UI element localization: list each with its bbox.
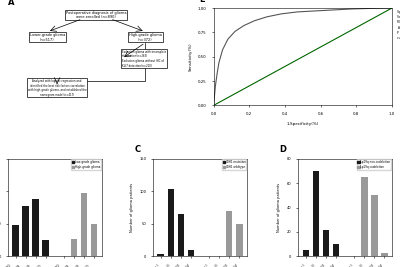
Bar — [71, 239, 77, 256]
Bar — [323, 230, 329, 256]
Bar — [168, 190, 174, 256]
Bar — [32, 199, 39, 256]
Bar — [302, 250, 309, 256]
Legend: 1p19q non-codeletion, 1p19q codeletion: 1p19q non-codeletion, 1p19q codeletion — [356, 159, 392, 170]
Text: Specificity= 72%
Sensitivity= 86.5%
ROC= 0.86
Yoden index 0.585
P < 0.001
cut-of: Specificity= 72% Sensitivity= 86.5% ROC=… — [397, 10, 400, 40]
Text: D: D — [280, 145, 287, 154]
Bar — [236, 224, 242, 256]
Text: A: A — [8, 0, 14, 7]
Text: Postoperative diagnosis of glioma
were enrolled (n=890): Postoperative diagnosis of glioma were e… — [66, 10, 126, 19]
Bar — [361, 177, 368, 256]
Text: High-grade glioma
(n=372): High-grade glioma (n=372) — [129, 33, 162, 42]
Text: Analyzed with logistic regression and
identified the best risk factors correlati: Analyzed with logistic regression and id… — [28, 79, 86, 97]
Bar — [22, 206, 29, 256]
Bar — [313, 171, 319, 256]
Bar — [371, 195, 378, 256]
Text: C: C — [134, 145, 140, 154]
Bar — [178, 214, 184, 256]
Bar — [333, 244, 339, 256]
Bar — [91, 224, 98, 256]
Bar — [381, 253, 388, 256]
X-axis label: 1-Specificity(%): 1-Specificity(%) — [287, 122, 319, 126]
Text: Lower-grade glioma
(n=517): Lower-grade glioma (n=517) — [30, 33, 65, 42]
Text: Exclusion glioma with incomplete
information(n=263)
Exclusion glioma without IHC: Exclusion glioma with incomplete informa… — [122, 50, 166, 68]
Bar — [158, 254, 164, 256]
Legend: IDH1 mutation, IDH1 wildtype: IDH1 mutation, IDH1 wildtype — [222, 159, 246, 170]
Y-axis label: Number of glioma patients: Number of glioma patients — [130, 183, 134, 232]
Bar — [188, 250, 194, 256]
Y-axis label: Number of glioma patients: Number of glioma patients — [277, 183, 281, 232]
Legend: Low-grade glioma, High-grade glioma: Low-grade glioma, High-grade glioma — [71, 159, 101, 170]
Text: E: E — [199, 0, 205, 4]
Bar — [42, 240, 49, 256]
Bar — [12, 225, 19, 256]
Bar — [81, 193, 87, 256]
Bar — [226, 211, 232, 256]
Y-axis label: Sensitivity(%): Sensitivity(%) — [188, 42, 192, 71]
